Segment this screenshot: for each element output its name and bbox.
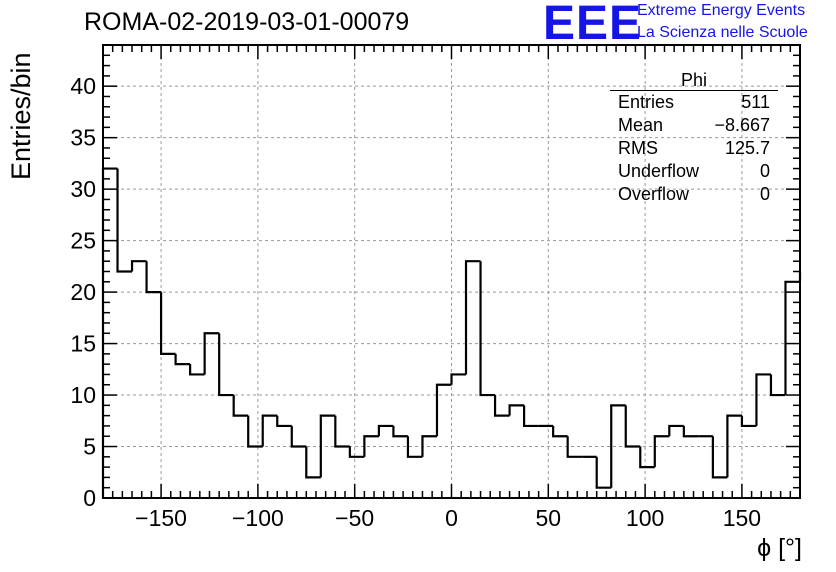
- histogram-bin: [276, 415, 292, 428]
- stats-title: Phi: [610, 70, 778, 91]
- y-tick-label: 15: [70, 331, 96, 357]
- stats-row-entries: Entries 511: [610, 91, 778, 114]
- histogram-bin: [552, 425, 568, 438]
- histogram-bin: [159, 292, 176, 355]
- histogram-bin: [218, 333, 234, 397]
- histogram-bin: [145, 261, 162, 294]
- stats-box: Phi Entries 511 Mean −8.667 RMS 125.7 Un…: [610, 70, 778, 206]
- histogram-bin: [232, 395, 249, 417]
- x-tick-label: −100: [232, 505, 284, 531]
- stats-label: Entries: [618, 92, 675, 112]
- histogram-bin: [348, 446, 365, 458]
- histogram-bin: [392, 425, 408, 438]
- histogram-bin: [668, 424, 684, 437]
- histogram-bin: [116, 168, 133, 273]
- histogram-bin: [305, 446, 321, 479]
- stats-value: 0: [759, 184, 770, 204]
- histogram-bin: [769, 374, 786, 397]
- x-tick-label: 50: [536, 505, 562, 531]
- histogram-bin: [726, 414, 742, 478]
- histogram-bin: [595, 456, 612, 489]
- histogram-bin: [319, 414, 336, 478]
- histogram-bin: [755, 373, 771, 426]
- y-tick-label: 10: [70, 382, 96, 408]
- tick-labels: −150 −100 −50 0 50 100 150 0 5 10 15 20 25 30 35 40: [70, 73, 761, 531]
- y-tick-label: 35: [70, 125, 96, 151]
- histogram-bin: [189, 364, 205, 376]
- stats-value: 0: [759, 161, 770, 181]
- histogram-bin: [203, 332, 220, 375]
- y-tick-label: 30: [70, 176, 96, 202]
- stats-row-overflow: Overflow 0: [610, 183, 778, 206]
- histogram-bin: [479, 261, 496, 397]
- histogram-bin: [784, 280, 800, 396]
- histogram-bin: [610, 404, 626, 488]
- y-tick-label: 0: [83, 485, 96, 511]
- y-tick-label: 20: [70, 279, 96, 305]
- histogram-bin: [174, 353, 191, 366]
- histogram-bin: [334, 415, 350, 448]
- logo-subtitle-line1: Extreme Energy Events: [637, 2, 806, 19]
- histogram-bin: [377, 424, 394, 437]
- histogram-bin: [493, 395, 510, 417]
- histogram-bin: [682, 425, 699, 438]
- logo-subtitle-line2: La Scienza nelle Scuole: [637, 24, 808, 41]
- histogram-bin: [464, 260, 481, 375]
- histogram-bin: [740, 415, 757, 428]
- histogram-bin: [130, 260, 147, 272]
- stats-label: Overflow: [618, 184, 690, 204]
- x-tick-label: −150: [135, 505, 187, 531]
- y-tick-label: 5: [83, 434, 96, 460]
- histogram-bin: [523, 405, 539, 428]
- axis-ticks: [103, 45, 800, 498]
- histogram-bin: [290, 425, 307, 448]
- x-tick-label: −50: [335, 505, 374, 531]
- y-tick-label: 40: [70, 73, 96, 99]
- histogram-bin: [624, 405, 641, 448]
- stats-label: RMS: [618, 138, 658, 158]
- stats-label: Mean: [618, 115, 664, 135]
- x-tick-label: 150: [723, 505, 761, 531]
- y-tick-label: 25: [70, 228, 96, 254]
- histogram-bin: [639, 446, 655, 469]
- histogram-bin: [653, 435, 670, 468]
- histogram-bin: [247, 415, 263, 448]
- stats-row-mean: Mean −8.667: [610, 114, 778, 137]
- histogram-bin: [450, 373, 467, 385]
- histogram-bin: [508, 404, 525, 416]
- histogram-bin: [363, 435, 379, 457]
- stats-label: Underflow: [618, 161, 700, 181]
- x-tick-label: 0: [445, 505, 458, 531]
- x-axis-label: ϕ [°]: [757, 534, 802, 562]
- histogram-bin: [261, 414, 278, 447]
- stats-row-underflow: Underflow 0: [610, 160, 778, 183]
- stats-value: 125.7: [724, 138, 770, 158]
- stats-value: 511: [741, 92, 770, 112]
- stats-row-rms: RMS 125.7: [610, 137, 778, 160]
- eee-logo: EEE: [543, 0, 643, 50]
- histogram-bin: [435, 383, 452, 437]
- y-axis-label: Entries/bin: [6, 52, 36, 180]
- histogram-bin: [566, 436, 583, 458]
- histogram-bin: [406, 436, 423, 458]
- histogram-bin: [421, 435, 437, 457]
- histogram-bin: [711, 436, 728, 479]
- x-tick-label: 100: [626, 505, 664, 531]
- chart-title: ROMA-02-2019-03-01-00079: [84, 8, 410, 36]
- stats-value: −8.667: [714, 115, 770, 135]
